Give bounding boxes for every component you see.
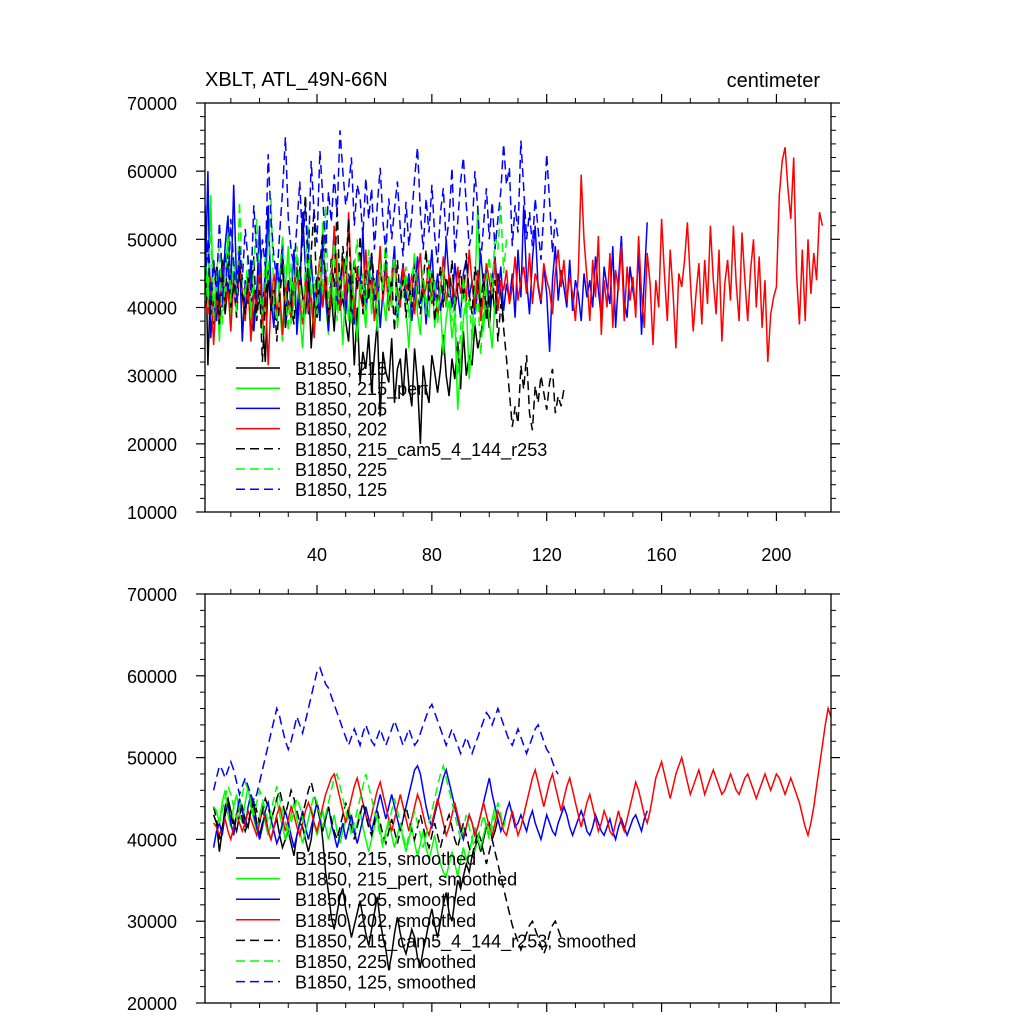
x-tick-label-160: 160 xyxy=(647,545,677,565)
y-tick-label-60000: 60000 xyxy=(127,667,177,687)
legend-label-b1850-202-smoothed: B1850, 202, smoothed xyxy=(295,911,476,931)
bottom-panel: 20000 30000 40000 50000 60000 70000 B1850, 21… xyxy=(127,585,840,1014)
legend-label-b1850-205: B1850, 205 xyxy=(295,399,387,419)
y-tick-label-70000: 70000 xyxy=(127,585,177,605)
series-line-b1850-215-pert-smoothed xyxy=(212,786,496,878)
series-line-b1850-215-smoothed xyxy=(212,795,499,971)
legend-label-b1850-215: B1850, 215 xyxy=(295,359,387,379)
legend-label-b1850-215-cam5-4-144-r253: B1850, 215_cam5_4_144_r253 xyxy=(295,440,547,461)
x-tick-label-120: 120 xyxy=(532,545,562,565)
series-line-b1850-215-cam5-4-144-r253-smoothed xyxy=(212,779,565,957)
bottom-panel-axes: 20000 30000 40000 50000 60000 70000 xyxy=(127,585,840,1014)
y-tick-label-30000: 30000 xyxy=(127,367,177,387)
series-line-b1850-202 xyxy=(205,147,824,366)
legend-label-b1850-215-pert-smoothed: B1850, 215_pert, smoothed xyxy=(295,870,517,891)
y-tick-label-40000: 40000 xyxy=(127,299,177,319)
series-line-b1850-125-smoothed xyxy=(212,665,559,805)
series-line-b1850-225-smoothed xyxy=(212,763,508,852)
legend-label-b1850-215-cam5-4-144-r253-smoothed: B1850, 215_cam5_4_144_r253, smoothed xyxy=(295,931,636,952)
y-tick-label-10000: 10000 xyxy=(127,503,177,523)
legend-label-b1850-125-smoothed: B1850, 125, smoothed xyxy=(295,973,476,993)
y-tick-label-60000: 60000 xyxy=(127,162,177,182)
top-panel-units: centimeter xyxy=(727,70,821,92)
y-tick-label-20000: 20000 xyxy=(127,435,177,455)
y-tick-label-40000: 40000 xyxy=(127,830,177,850)
legend-label-b1850-202: B1850, 202 xyxy=(295,420,387,440)
y-tick-label-70000: 70000 xyxy=(127,94,177,114)
legend-label-b1850-125: B1850, 125 xyxy=(295,480,387,500)
x-tick-label-40: 40 xyxy=(307,545,327,565)
y-tick-label-50000: 50000 xyxy=(127,749,177,769)
legend-label-b1850-225-smoothed: B1850, 225, smoothed xyxy=(295,952,476,972)
series-line-b1850-215-pert xyxy=(205,194,496,410)
legend-label-b1850-215-smoothed: B1850, 215, smoothed xyxy=(295,849,476,869)
series-line-b1850-125 xyxy=(205,130,559,301)
top-panel-title: XBLT, ATL_49N-66N xyxy=(205,69,388,91)
top-panel-series xyxy=(205,130,824,444)
y-tick-label-20000: 20000 xyxy=(127,994,177,1014)
legend-label-b1850-205-smoothed: B1850, 205, smoothed xyxy=(295,890,476,910)
top-panel-axes: 10000 20000 30000 40000 50000 60000 70000 40 80 1… xyxy=(127,94,840,565)
y-tick-label-30000: 30000 xyxy=(127,912,177,932)
top-panel: XBLT, ATL_49N-66N centimeter 10000 20000 3… xyxy=(127,69,840,565)
legend-label-b1850-215-pert: B1850, 215_pert xyxy=(295,379,428,400)
bottom-panel-series xyxy=(212,665,831,971)
y-tick-label-50000: 50000 xyxy=(127,230,177,250)
series-line-b1850-225 xyxy=(205,198,508,376)
x-tick-label-80: 80 xyxy=(422,545,442,565)
legend-label-b1850-225: B1850, 225 xyxy=(295,460,387,480)
series-line-b1850-202-smoothed xyxy=(212,705,831,843)
series-line-b1850-205-smoothed xyxy=(212,764,648,848)
x-tick-label-200: 200 xyxy=(761,545,791,565)
